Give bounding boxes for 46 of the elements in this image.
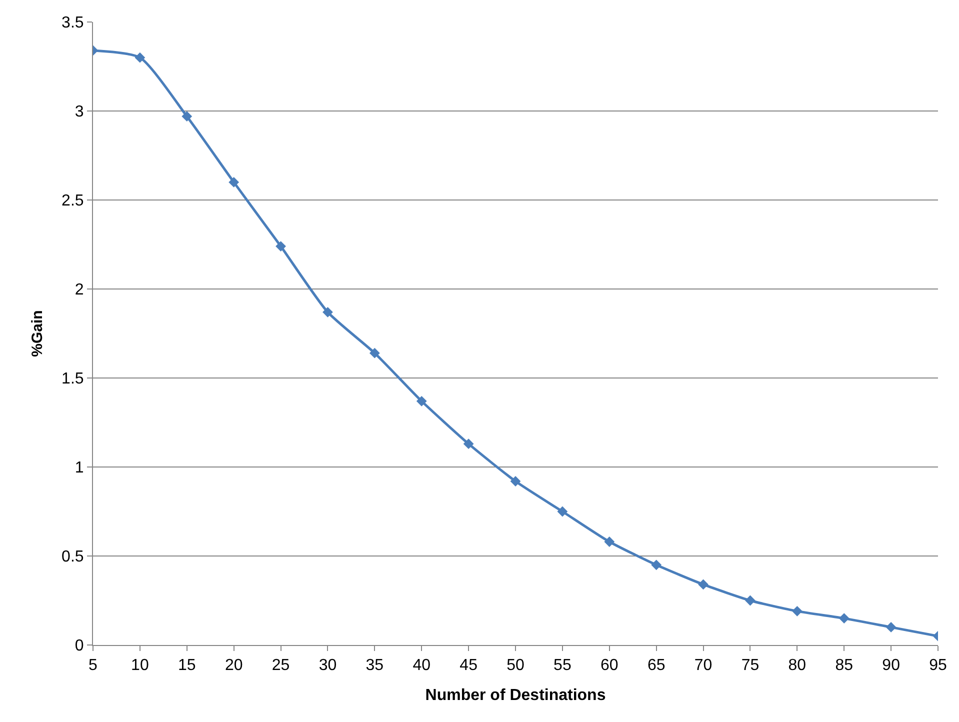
point bbox=[557, 506, 568, 517]
point bbox=[182, 111, 192, 122]
y-tick-label: 3.5 bbox=[62, 14, 84, 32]
point bbox=[745, 595, 756, 606]
y-axis-title: %Gain bbox=[28, 310, 46, 357]
point bbox=[604, 536, 615, 547]
point bbox=[463, 438, 474, 450]
y-tick-label: 2 bbox=[74, 282, 84, 299]
y-tick-label: 2.5 bbox=[62, 192, 84, 210]
x-tick-label: 65 bbox=[647, 657, 666, 674]
x-tick-label: 80 bbox=[788, 657, 806, 674]
x-tick-label: 30 bbox=[318, 657, 337, 674]
x-tick-label: 40 bbox=[412, 657, 431, 674]
point bbox=[276, 241, 286, 252]
x-tick-label: 75 bbox=[741, 657, 760, 674]
x-tick-label: 20 bbox=[224, 657, 243, 674]
x-tick-label: 70 bbox=[694, 657, 712, 674]
y-tick-label: 0.5 bbox=[62, 548, 84, 566]
point bbox=[369, 348, 380, 358]
point bbox=[698, 579, 708, 590]
x-tick-label: 60 bbox=[600, 657, 618, 674]
point bbox=[792, 606, 802, 616]
x-tick-label: 55 bbox=[554, 657, 572, 674]
x-tick-label: 45 bbox=[460, 657, 478, 674]
x-tick-label: 10 bbox=[131, 657, 149, 674]
y-tick-label: 3 bbox=[74, 104, 84, 121]
point bbox=[228, 177, 240, 188]
x-tick-label: 35 bbox=[366, 657, 384, 674]
x-tick-label: 90 bbox=[882, 657, 900, 674]
x-tick-label: 5 bbox=[88, 657, 98, 674]
point bbox=[886, 622, 896, 632]
y-tick-label: 1.5 bbox=[62, 370, 84, 388]
x-axis-title: Number of Destinations bbox=[425, 686, 606, 704]
x-tick-label: 50 bbox=[506, 657, 524, 674]
point bbox=[322, 306, 333, 318]
point bbox=[651, 560, 662, 570]
point bbox=[416, 396, 427, 406]
point bbox=[134, 52, 146, 63]
x-tick-label: 15 bbox=[178, 657, 196, 674]
point bbox=[510, 476, 521, 486]
point bbox=[838, 613, 850, 624]
y-tick-label: 1 bbox=[74, 460, 84, 477]
y-tick-label: 0 bbox=[74, 638, 84, 655]
x-tick-label: 95 bbox=[929, 657, 947, 674]
x-tick-label: 85 bbox=[835, 657, 854, 674]
x-tick-label: 25 bbox=[272, 657, 290, 674]
